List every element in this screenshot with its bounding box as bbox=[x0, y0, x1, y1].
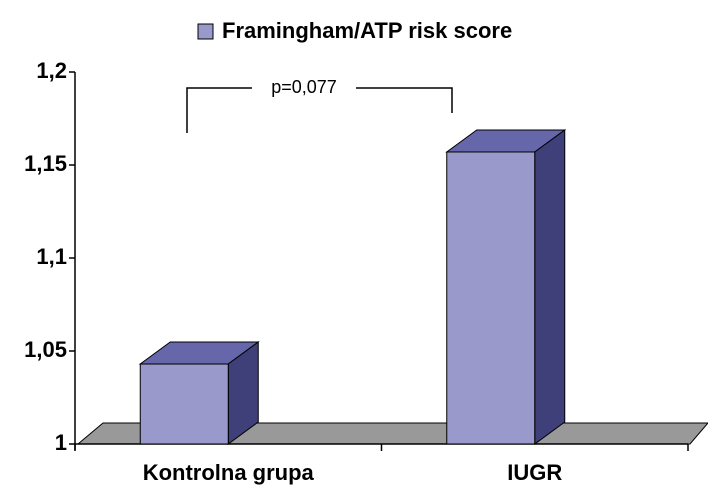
y-tick-label: 1,2 bbox=[36, 58, 67, 83]
bracket-left bbox=[186, 87, 252, 133]
y-tick-label: 1,05 bbox=[24, 337, 67, 362]
y-tick-label: 1 bbox=[55, 430, 67, 455]
bar bbox=[446, 151, 536, 445]
x-tick-label: IUGR bbox=[507, 460, 562, 485]
x-tick-label: Kontrolna grupa bbox=[143, 460, 315, 485]
legend-label: Framingham/ATP risk score bbox=[222, 18, 512, 43]
legend-swatch bbox=[197, 23, 214, 40]
y-tick-label: 1,1 bbox=[36, 244, 67, 269]
bracket-right bbox=[356, 87, 453, 113]
bar bbox=[139, 363, 229, 445]
y-tick-label: 1,15 bbox=[24, 151, 67, 176]
bar-side bbox=[534, 128, 566, 445]
annotation: p=0,077 bbox=[271, 77, 337, 97]
